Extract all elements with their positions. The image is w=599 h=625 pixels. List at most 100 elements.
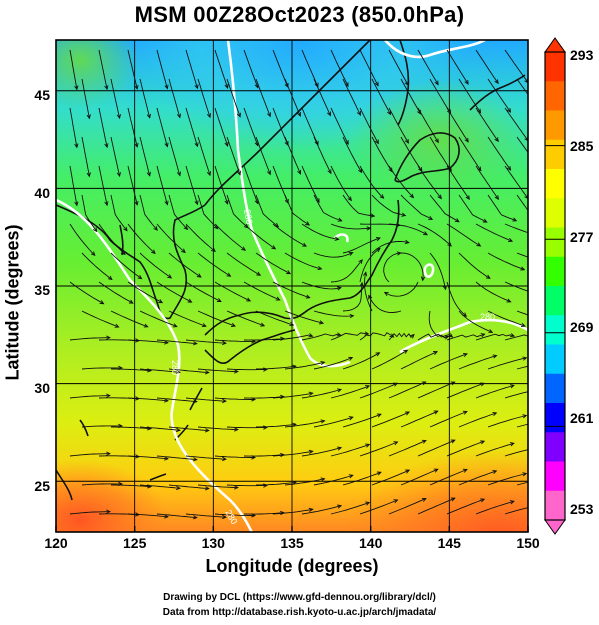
streamline	[446, 223, 481, 247]
streamline	[417, 333, 453, 341]
streamline-arrow	[423, 231, 428, 236]
streamline	[429, 411, 468, 428]
streamline	[313, 310, 354, 317]
streamline-arrow	[296, 111, 301, 117]
streamline	[400, 410, 438, 428]
streamline	[417, 497, 455, 515]
streamline	[69, 511, 110, 515]
streamline-arrow	[348, 356, 354, 361]
streamline-arrow	[158, 299, 164, 304]
streamline-arrow	[196, 273, 202, 278]
streamline	[342, 413, 382, 428]
streamline	[330, 444, 370, 457]
streamline	[81, 136, 90, 177]
streamline	[417, 381, 455, 399]
streamline-arrow	[106, 393, 111, 398]
streamline-arrow	[388, 167, 393, 173]
streamline-arrow	[409, 193, 415, 199]
streamline-arrow	[444, 335, 450, 340]
streamline	[214, 281, 251, 302]
streamline	[516, 310, 528, 316]
streamline	[127, 165, 138, 206]
credit-data: Data from http://database.rish.kyoto-u.a…	[162, 607, 437, 618]
streamline	[446, 107, 469, 143]
streamline-arrow	[375, 247, 381, 253]
streamline	[214, 455, 255, 458]
streamline-arrow	[143, 323, 149, 328]
streamline	[69, 337, 110, 341]
streamline-arrow	[537, 165, 541, 169]
streamline-arrow	[206, 113, 211, 119]
streamline	[330, 107, 349, 145]
plot-frame	[55, 39, 529, 533]
streamline	[487, 194, 517, 222]
streamline	[446, 333, 485, 341]
colorbar-segment	[545, 52, 565, 82]
streamline	[69, 281, 104, 305]
y-tick-label: 40	[34, 184, 50, 201]
streamline-arrow	[286, 270, 292, 275]
streamline	[255, 481, 296, 486]
streamline-arrow	[492, 469, 498, 475]
streamline-arrow	[506, 108, 512, 113]
streamline	[330, 49, 349, 87]
streamline	[168, 136, 181, 176]
colorbar-segment	[545, 490, 565, 521]
streamline	[139, 78, 151, 118]
streamline	[458, 136, 482, 171]
streamline	[127, 513, 168, 518]
streamline	[284, 420, 325, 428]
streamline-arrow	[540, 445, 544, 449]
streamline	[243, 512, 285, 515]
streamline-arrow	[393, 441, 399, 446]
streamline	[368, 295, 402, 313]
streamline	[272, 450, 313, 457]
streamline-arrow	[365, 501, 371, 506]
streamline	[400, 252, 424, 281]
streamline	[156, 455, 197, 461]
streamline	[359, 332, 394, 341]
streamline	[243, 338, 284, 341]
x-tick-label: 150	[516, 535, 540, 551]
streamline	[127, 397, 168, 402]
x-tick-label: 145	[437, 535, 461, 551]
streamline	[156, 281, 192, 303]
streamline-arrow	[164, 200, 169, 206]
streamline	[156, 513, 197, 519]
colorbar-segment	[545, 227, 565, 258]
streamline-arrow	[404, 138, 409, 144]
streamline-arrow	[176, 171, 181, 177]
streamline-arrow	[337, 446, 343, 451]
streamline	[516, 252, 528, 258]
streamline	[342, 282, 363, 312]
streamline-arrow	[280, 336, 285, 341]
streamline-arrow	[201, 323, 207, 328]
colorbar-segment	[545, 373, 565, 404]
streamline	[446, 165, 470, 200]
streamline	[417, 439, 455, 457]
streamline-arrow	[488, 329, 494, 334]
streamline-arrow	[263, 367, 269, 372]
streamline-arrow	[508, 237, 514, 242]
streamline-arrow	[308, 391, 314, 396]
streamline	[429, 78, 451, 114]
streamline-arrow	[485, 274, 491, 279]
streamline	[458, 78, 481, 113]
streamline	[301, 223, 339, 240]
streamline-arrow	[164, 398, 169, 403]
streamline	[388, 332, 415, 341]
streamline	[255, 310, 294, 326]
streamline	[110, 252, 142, 280]
streamline	[417, 223, 452, 247]
streamline-arrow	[187, 298, 193, 303]
streamline	[301, 107, 319, 145]
streamline	[301, 505, 342, 515]
streamline-arrow	[308, 449, 314, 454]
streamline-arrow	[116, 114, 121, 120]
y-tick-label: 30	[34, 380, 50, 396]
streamline	[197, 78, 211, 118]
streamline-arrow	[226, 272, 232, 277]
streamline-arrow	[104, 201, 109, 207]
streamline-arrow	[263, 425, 269, 430]
streamline	[255, 78, 271, 117]
